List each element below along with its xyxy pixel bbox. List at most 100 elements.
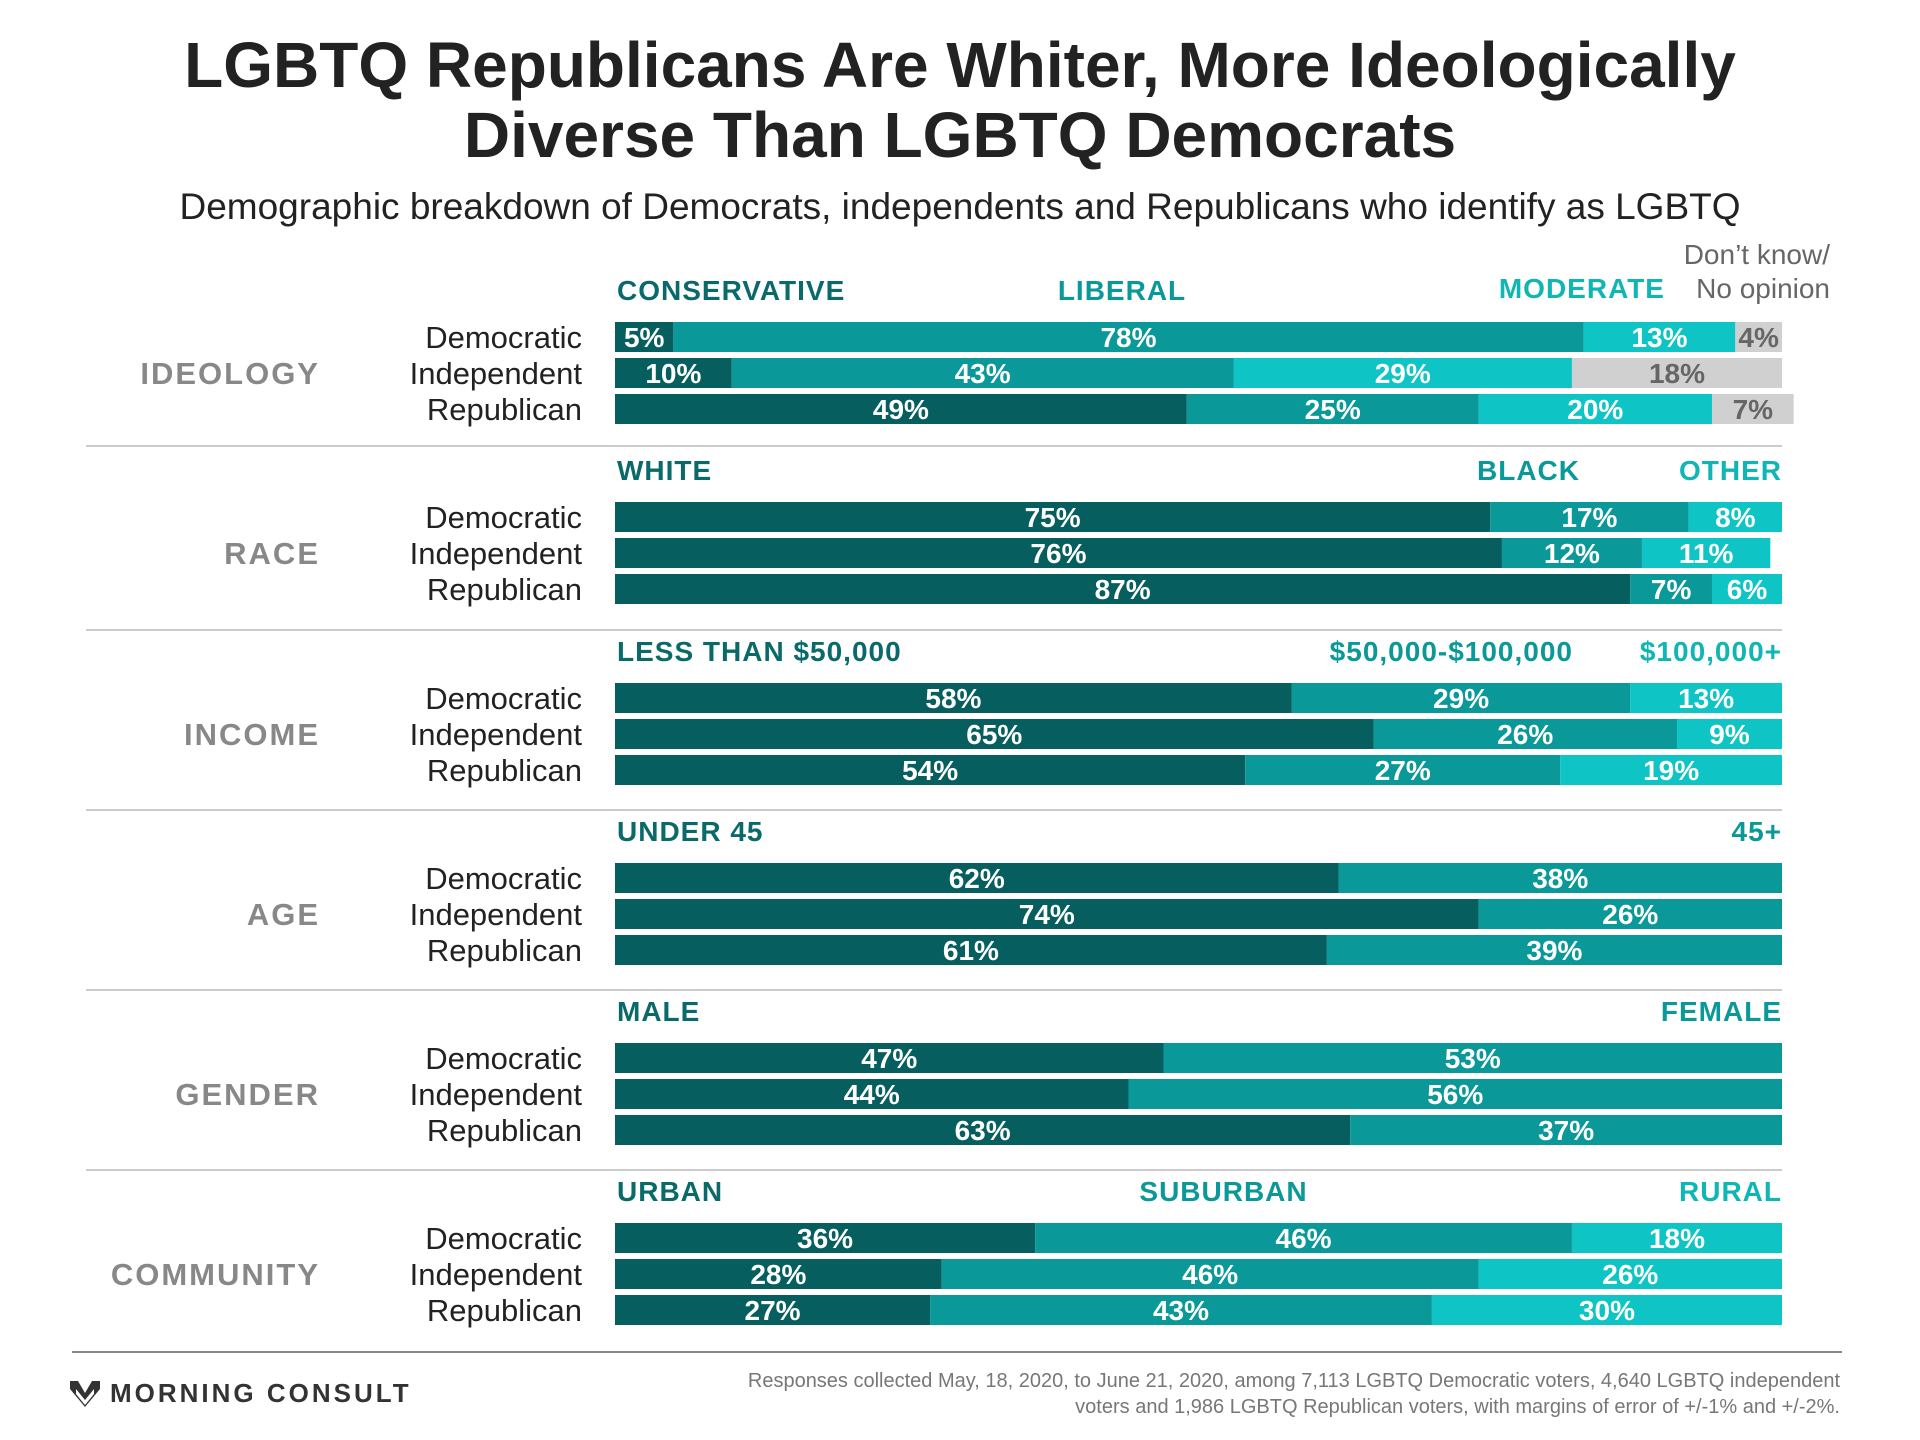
data-label: 6% bbox=[1727, 574, 1768, 605]
bar-segment bbox=[1373, 719, 1677, 749]
data-label: 28% bbox=[750, 1259, 806, 1290]
chart-title: LGBTQ Republicans Are Whiter, More Ideol… bbox=[0, 30, 1920, 170]
bar-segment bbox=[673, 322, 1584, 352]
row-label: Independent bbox=[410, 1077, 583, 1112]
bar-segment bbox=[1688, 502, 1782, 532]
data-label: 8% bbox=[1715, 502, 1756, 533]
bar-segment bbox=[1186, 394, 1479, 424]
bar-segment bbox=[1478, 394, 1712, 424]
chart-title-line-2: Diverse Than LGBTQ Democrats bbox=[463, 99, 1457, 171]
section-label: IDEOLOGY bbox=[140, 356, 320, 391]
data-label: 29% bbox=[1433, 683, 1489, 714]
legend-label: $100,000+ bbox=[1640, 636, 1782, 667]
bar-segment bbox=[1641, 538, 1771, 568]
bar-segment bbox=[1711, 394, 1794, 424]
section-label: INCOME bbox=[184, 717, 320, 752]
bar-segment bbox=[1711, 574, 1782, 604]
bar-segment bbox=[615, 322, 674, 352]
bar-segment bbox=[941, 1259, 1479, 1289]
bar-segment bbox=[615, 1079, 1129, 1109]
data-label: 29% bbox=[1375, 358, 1431, 389]
bar-segment bbox=[615, 683, 1292, 713]
bar-segment bbox=[615, 394, 1187, 424]
data-label: 27% bbox=[745, 1295, 801, 1326]
data-label: 10% bbox=[645, 358, 701, 389]
legend-label: $50,000-$100,000 bbox=[1330, 636, 1573, 667]
data-label: 87% bbox=[1095, 574, 1151, 605]
bar-segment bbox=[1338, 863, 1782, 893]
data-label: 43% bbox=[955, 358, 1011, 389]
legend-label: CONSERVATIVE bbox=[617, 275, 845, 306]
data-label: 20% bbox=[1567, 394, 1623, 425]
data-label: 58% bbox=[925, 683, 981, 714]
bar-segment bbox=[1571, 1223, 1782, 1253]
legend-label: WHITE bbox=[617, 455, 712, 486]
bar-segment bbox=[1583, 322, 1736, 352]
legend-label: URBAN bbox=[617, 1176, 723, 1207]
row-label: Democratic bbox=[425, 861, 582, 896]
bar-segment bbox=[1735, 322, 1782, 352]
data-label: 46% bbox=[1276, 1223, 1332, 1254]
legend-label: LIBERAL bbox=[1058, 275, 1186, 306]
row-label: Republican bbox=[427, 753, 582, 788]
row-label: Independent bbox=[410, 536, 583, 571]
section-label: RACE bbox=[224, 536, 320, 571]
row-label: Democratic bbox=[425, 1041, 582, 1076]
data-label: 43% bbox=[1153, 1295, 1209, 1326]
data-label: 54% bbox=[902, 755, 958, 786]
data-label: 18% bbox=[1649, 358, 1705, 389]
morning-consult-logo: MORNING CONSULT bbox=[70, 1378, 412, 1409]
bar-segment bbox=[1478, 899, 1782, 929]
bar-segment bbox=[615, 538, 1502, 568]
row-label: Republican bbox=[427, 1293, 582, 1328]
data-label: 75% bbox=[1025, 502, 1081, 533]
legend-label: MODERATE bbox=[1499, 273, 1665, 304]
section-label: GENDER bbox=[175, 1077, 320, 1112]
data-label: 12% bbox=[1544, 538, 1600, 569]
row-label: Republican bbox=[427, 572, 582, 607]
data-label: 26% bbox=[1497, 719, 1553, 750]
data-label: 47% bbox=[861, 1043, 917, 1074]
row-label: Democratic bbox=[425, 500, 582, 535]
row-label: Democratic bbox=[425, 681, 582, 716]
bar-segment bbox=[615, 899, 1479, 929]
data-label: 76% bbox=[1030, 538, 1086, 569]
bar-segment bbox=[1501, 538, 1642, 568]
data-label: 26% bbox=[1602, 899, 1658, 930]
bar-segment bbox=[1676, 719, 1782, 749]
legend-label: SUBURBAN bbox=[1139, 1176, 1307, 1207]
bar-segment bbox=[1233, 358, 1572, 388]
row-label: Democratic bbox=[425, 320, 582, 355]
bar-segment bbox=[1291, 683, 1631, 713]
bar-segment bbox=[615, 755, 1246, 785]
legend-label: MALE bbox=[617, 996, 700, 1027]
data-label: 37% bbox=[1538, 1115, 1594, 1146]
bar-segment bbox=[1128, 1079, 1782, 1109]
bar-segment bbox=[1245, 755, 1561, 785]
legend-label: OTHER bbox=[1679, 455, 1782, 486]
row-label: Republican bbox=[427, 1113, 582, 1148]
bar-segment bbox=[615, 935, 1327, 965]
data-label: 27% bbox=[1375, 755, 1431, 786]
data-label: 13% bbox=[1678, 683, 1734, 714]
row-label: Republican bbox=[427, 392, 582, 427]
bar-segment bbox=[615, 1223, 1036, 1253]
data-label: 30% bbox=[1579, 1295, 1635, 1326]
legend-label-no-opinion: No opinion bbox=[1696, 273, 1830, 304]
bar-segment bbox=[1326, 935, 1782, 965]
data-label: 46% bbox=[1182, 1259, 1238, 1290]
section-label: COMMUNITY bbox=[111, 1257, 320, 1292]
bar-segment bbox=[1490, 502, 1689, 532]
bar-segment bbox=[1478, 1259, 1782, 1289]
legend-label: LESS THAN $50,000 bbox=[617, 636, 902, 667]
bar-segment bbox=[615, 719, 1374, 749]
bar-segment bbox=[1630, 683, 1782, 713]
data-label: 53% bbox=[1445, 1043, 1501, 1074]
bar-segment bbox=[615, 502, 1491, 532]
data-label: 19% bbox=[1643, 755, 1699, 786]
data-label: 7% bbox=[1651, 574, 1692, 605]
data-label: 44% bbox=[844, 1079, 900, 1110]
bar-segment bbox=[615, 1295, 931, 1325]
bar-segment bbox=[615, 863, 1339, 893]
